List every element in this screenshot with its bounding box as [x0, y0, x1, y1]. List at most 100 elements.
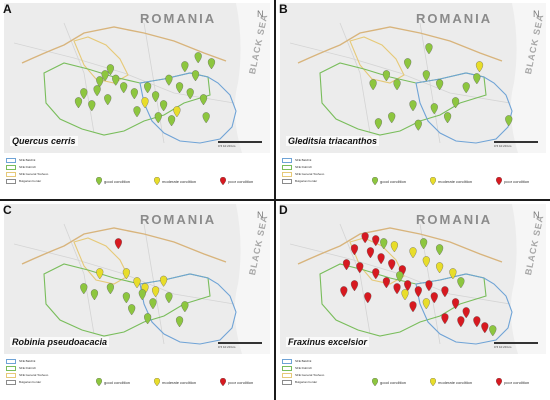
- site-marker: [441, 313, 449, 325]
- romania-border-line: [297, 26, 503, 64]
- map-pin-icon: [372, 177, 378, 185]
- site-marker: [457, 316, 465, 328]
- legend-condition-label: poor condition: [504, 379, 530, 385]
- legend-condition-item: poor condition: [220, 378, 253, 386]
- legend: SFE Balchik SFE Dobrich SFE General Toshev…: [282, 358, 544, 398]
- site-marker: [138, 289, 146, 301]
- map-pin-icon: [496, 378, 503, 386]
- legend-area-item: SFE Balchik: [282, 358, 324, 364]
- legend-swatch: [282, 379, 292, 385]
- site-marker: [366, 247, 375, 259]
- site-marker: [393, 283, 401, 295]
- road-line: [143, 22, 165, 144]
- legend-area-item: SFE Dobrich: [282, 365, 324, 371]
- scale-bar: 0 5 10 20 km: [494, 342, 540, 352]
- legend-conditions: good condition moderate condition poor con…: [96, 378, 274, 386]
- site-marker: [372, 268, 380, 280]
- legend-swatch: [282, 372, 292, 378]
- road-line: [63, 223, 95, 335]
- legend-area-item: SFE Balchik: [6, 157, 48, 163]
- site-marker: [181, 61, 189, 73]
- site-marker: [130, 88, 138, 100]
- legend: SFE Balchik SFE Dobrich SFE General Toshev…: [6, 358, 268, 398]
- site-marker: [409, 301, 417, 313]
- site-marker: [390, 241, 398, 253]
- site-marker: [160, 275, 168, 287]
- panel-c: ROMANIA BLACK SEA N Robinia pseudoacacia…: [0, 201, 274, 400]
- site-marker: [154, 112, 162, 124]
- north-arrow-icon: N: [533, 9, 540, 19]
- site-marker: [414, 286, 422, 298]
- legend-condition-label: moderate condition: [162, 379, 197, 385]
- legend-area-item: Bulgarian border: [282, 178, 324, 184]
- sfe-dobrich-outline: [319, 263, 487, 337]
- site-marker: [122, 292, 130, 304]
- site-marker: [401, 289, 409, 301]
- romania-border-line: [21, 26, 227, 64]
- sea-area: [510, 204, 546, 354]
- road-line: [143, 223, 165, 345]
- site-marker: [133, 277, 141, 289]
- north-arrow-icon: N: [533, 210, 540, 220]
- panel-letter: B: [279, 2, 288, 16]
- site-marker: [457, 277, 465, 289]
- site-marker: [393, 79, 401, 91]
- legend-area-label: SFE Balchik: [295, 359, 312, 363]
- site-marker: [152, 286, 160, 298]
- legend-swatch: [6, 157, 16, 163]
- legend-condition-label: moderate condition: [162, 178, 197, 184]
- north-arrow-icon: N: [257, 210, 264, 220]
- map-pin-icon: [372, 378, 378, 386]
- map-b: ROMANIA BLACK SEA N Gleditsia triacantho…: [280, 3, 546, 153]
- map-d: ROMANIA BLACK SEA N Fraxinus excelsior 0…: [280, 204, 546, 354]
- map-pin-icon: [220, 177, 227, 185]
- map-c: ROMANIA BLACK SEA N Robinia pseudoacacia…: [4, 204, 270, 354]
- site-marker: [396, 271, 404, 283]
- site-marker: [90, 289, 99, 301]
- site-marker: [175, 82, 184, 94]
- legend-area-label: Bulgarian border: [19, 179, 42, 183]
- legend-swatch: [282, 157, 292, 163]
- road-line: [289, 42, 511, 104]
- basemap: [4, 3, 270, 153]
- legend-condition-item: good condition: [372, 378, 406, 386]
- legend-area-item: SFE Balchik: [6, 358, 48, 364]
- legend-swatch: [6, 379, 16, 385]
- legend-swatch: [282, 365, 292, 371]
- map-pin-icon: [96, 177, 102, 185]
- site-marker: [144, 313, 152, 325]
- map-pin-icon: [496, 177, 503, 185]
- site-marker: [173, 106, 181, 118]
- legend-area-label: SFE Balchik: [19, 158, 36, 162]
- scale-bar: 0 5 10 20 km: [218, 141, 264, 151]
- road-line: [419, 22, 441, 144]
- country-label: ROMANIA: [140, 11, 217, 26]
- site-marker: [475, 61, 484, 73]
- site-marker: [361, 232, 369, 244]
- site-marker: [199, 94, 208, 106]
- site-marker: [449, 268, 457, 280]
- legend-area-label: SFE General Toshevo: [19, 172, 49, 176]
- sfe-dobrich-outline: [43, 62, 211, 136]
- sea-area: [510, 3, 546, 153]
- romania-border-line: [297, 227, 503, 265]
- sfe-balchik-outline: [415, 273, 513, 345]
- legend-conditions: good condition moderate condition poor con…: [96, 177, 274, 185]
- site-marker: [436, 244, 444, 256]
- site-marker: [369, 79, 377, 91]
- sea-area: [234, 3, 270, 153]
- site-marker: [505, 115, 513, 127]
- legend-swatch: [6, 171, 16, 177]
- site-marker: [473, 73, 481, 85]
- site-marker: [149, 298, 157, 310]
- legend-area-label: SFE Dobrich: [295, 165, 313, 169]
- scale-bar: 0 5 10 20 km: [494, 141, 540, 151]
- panel-letter: C: [3, 203, 12, 217]
- site-marker: [372, 235, 380, 247]
- legend-area-label: SFE General Toshevo: [295, 373, 325, 377]
- legend-swatch: [282, 164, 292, 170]
- panel-letter: A: [3, 2, 12, 16]
- map-pin-icon: [96, 378, 102, 386]
- site-marker: [168, 115, 176, 127]
- legend-areas: SFE Balchik SFE Dobrich SFE General Toshev…: [282, 358, 324, 386]
